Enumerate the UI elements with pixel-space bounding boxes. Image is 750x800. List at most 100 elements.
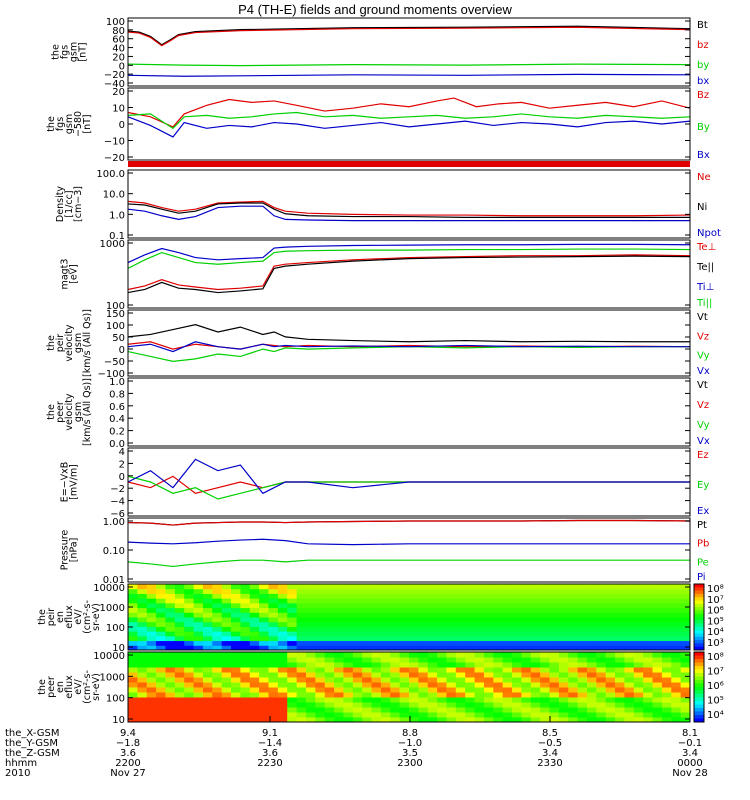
spectrogram-cell <box>128 677 138 683</box>
panel-frame <box>127 169 691 239</box>
spectrogram-cell <box>671 682 682 688</box>
spectrogram-cell <box>680 687 691 693</box>
spectrogram-cell <box>596 640 607 646</box>
spectrogram-cell <box>137 692 148 698</box>
spectrogram-cell <box>156 692 166 698</box>
spectrogram-cell <box>661 687 672 693</box>
spectrogram-cell <box>268 677 279 683</box>
spectrogram-cell <box>268 617 279 623</box>
spectrogram-cell <box>315 692 326 698</box>
spectrogram-cell <box>643 687 654 693</box>
spectrogram-cell <box>380 621 391 627</box>
spectrogram-cell <box>380 677 391 683</box>
spectrogram-cell <box>418 717 429 723</box>
spectrogram-cell <box>128 662 138 668</box>
spectrogram-cell <box>184 682 195 688</box>
spectrogram-cell <box>221 602 232 609</box>
spectrogram-cell <box>259 687 269 693</box>
spectrogram-cell <box>184 593 195 599</box>
spectrogram-cell <box>324 657 335 663</box>
spectrogram-cell <box>652 662 663 668</box>
spectrogram-cell <box>231 682 241 688</box>
legend-label: Vy <box>697 351 710 362</box>
spectrogram-cell <box>315 717 326 723</box>
spectrogram-cell <box>568 621 579 627</box>
y-tick-label: −100 <box>98 369 125 380</box>
y-tick-label: 1.0 <box>109 377 125 388</box>
spectrogram-cell <box>633 702 644 708</box>
colorbar-segment <box>694 590 704 595</box>
spectrogram-cell <box>324 645 335 651</box>
spectrogram-cell <box>455 593 466 599</box>
x-axis-row-label: the_Z-GSM <box>5 748 60 759</box>
spectrogram-cell <box>259 682 269 688</box>
legend-label: Pb <box>697 539 709 550</box>
spectrogram-cell <box>474 692 485 698</box>
spectrogram-cell <box>277 602 288 609</box>
x-axis-value: 9.4 <box>120 728 136 739</box>
legend-label: bz <box>697 40 709 51</box>
spectrogram-cell <box>455 707 466 713</box>
spectrogram-cell <box>343 645 354 651</box>
spectrogram-cell <box>156 621 166 627</box>
spectrogram-cell <box>156 702 166 708</box>
spectrogram-cell <box>296 598 307 604</box>
spectrogram-cell <box>465 612 476 618</box>
spectrogram-cell <box>287 598 298 604</box>
spectrogram-cell <box>296 621 307 627</box>
spectrogram-cell <box>624 692 635 698</box>
spectrogram-cell <box>596 607 607 613</box>
spectrogram-cell <box>643 702 654 708</box>
spectrogram-cell <box>418 712 429 718</box>
spectrogram-cell <box>221 626 232 632</box>
spectrogram-cell <box>305 712 316 718</box>
spectrogram-cell <box>202 707 213 713</box>
spectrogram-cell <box>165 707 176 713</box>
spectrogram-cell <box>165 607 176 613</box>
y-tick-label: −40 <box>104 79 125 90</box>
spectrogram-cell <box>165 631 176 637</box>
legend-label: Vz <box>697 331 709 342</box>
spectrogram-cell <box>137 640 148 646</box>
spectrogram-cell <box>231 607 241 613</box>
spectrogram-cell <box>652 602 663 609</box>
spectrogram-cell <box>268 682 279 688</box>
spectrogram-cell <box>455 607 466 613</box>
spectrogram-cell <box>512 588 522 594</box>
spectrogram-cell <box>540 593 550 599</box>
spectrogram-cell <box>240 593 251 599</box>
spectrogram-cell <box>643 717 654 723</box>
spectrogram-cell <box>343 607 354 613</box>
colorbar-tick-label: 10⁵ <box>707 696 724 707</box>
spectrogram-cell <box>334 692 344 698</box>
spectrogram-cell <box>137 626 148 632</box>
spectrogram-cell <box>202 657 213 663</box>
spectrogram-cell <box>446 667 457 673</box>
y-tick-label: −4 <box>110 497 125 508</box>
spectrogram-cell <box>558 607 569 613</box>
y-tick-label: 0.1 <box>109 231 125 242</box>
spectrogram-cell <box>287 707 298 713</box>
spectrogram-cell <box>502 652 513 658</box>
legend-label: Vx <box>697 366 710 377</box>
spectrogram-cell <box>633 621 644 627</box>
colorbar-segment <box>694 715 704 719</box>
spectrogram-cell <box>324 717 335 723</box>
spectrogram-cell <box>671 692 682 698</box>
spectrogram-cell <box>259 712 269 718</box>
spectrogram-cell <box>643 677 654 683</box>
spectrogram-cell <box>474 687 485 693</box>
spectrogram-cell <box>455 652 466 658</box>
spectrogram-cell <box>268 692 279 698</box>
panel-frame <box>127 377 691 447</box>
spectrogram-cell <box>633 640 644 646</box>
spectrogram-cell <box>643 640 654 646</box>
spectrogram-cell <box>305 692 316 698</box>
spectrogram-cell <box>296 682 307 688</box>
spectrogram-cell <box>212 626 223 632</box>
spectrogram-cell <box>399 640 410 646</box>
spectrogram-cell <box>277 635 288 642</box>
spectrogram-cell <box>231 702 241 708</box>
spectrogram-cell <box>390 631 401 637</box>
spectrogram-cell <box>680 672 691 678</box>
